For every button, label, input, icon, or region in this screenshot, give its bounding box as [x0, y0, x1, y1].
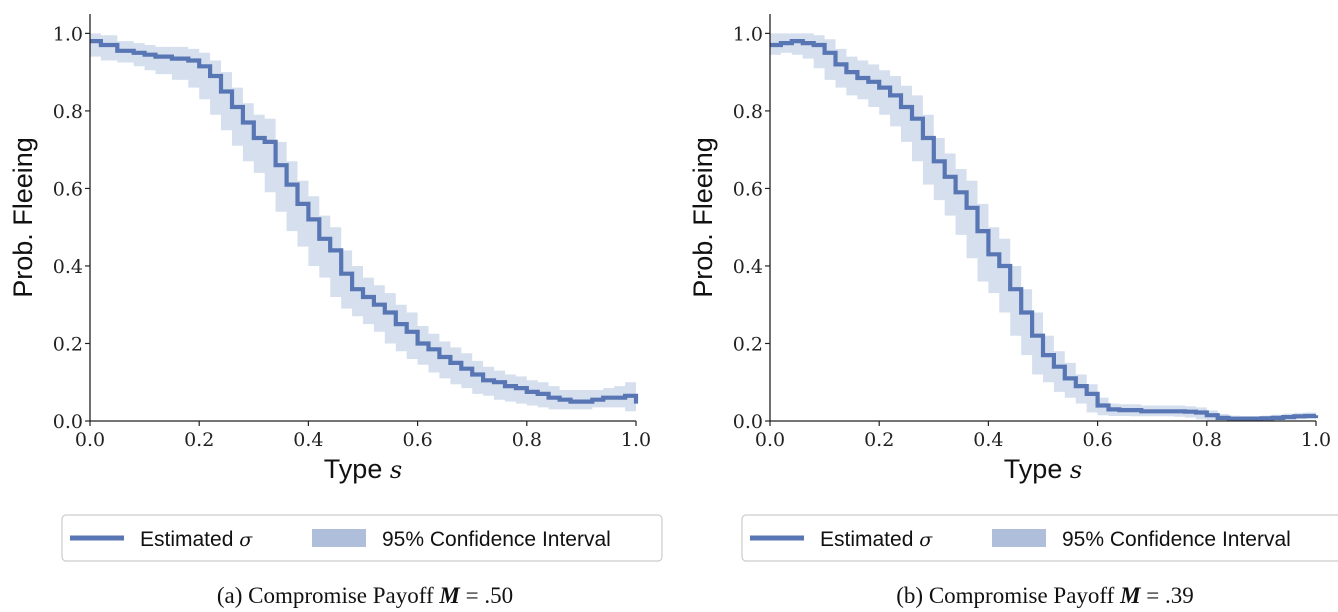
- y-tick-label: 0.0: [53, 411, 83, 433]
- caption-suffix: = .50: [460, 583, 513, 608]
- x-axis-label-symbol: s: [1070, 456, 1082, 484]
- x-tick-label: 0.2: [864, 429, 894, 451]
- legend-line-label-text: Estimated: [820, 528, 913, 551]
- x-tick-label: 1.0: [1301, 429, 1331, 451]
- caption-symbol: M: [438, 583, 461, 608]
- y-tick-label: 0.2: [733, 333, 763, 355]
- legend-band-swatch: [312, 529, 366, 547]
- x-axis-label-text: Type: [1004, 454, 1063, 484]
- y-tick-label: 1.0: [733, 23, 763, 45]
- legend: Estimated σ 95% Confidence Interval: [61, 514, 663, 562]
- x-axis-label-text: Type: [324, 454, 383, 484]
- y-tick-label: 0.6: [53, 178, 83, 200]
- legend-band-label: 95% Confidence Interval: [1062, 528, 1291, 551]
- legend-line-label-text: Estimated: [140, 528, 233, 551]
- x-tick-label: 0.4: [293, 429, 323, 451]
- chart-panel-b: 0.0 0.2 0.4 0.6 0.8 1.0 0.0 0.2 0.4 0.6 0.8 1.0 Typ…: [688, 14, 1338, 608]
- x-axis-label-symbol: s: [390, 456, 402, 484]
- caption-prefix: (b) Compromise Payoff: [896, 583, 1120, 608]
- legend-line-label-symbol: σ: [919, 529, 933, 551]
- confidence-band-layer: [90, 33, 636, 412]
- caption: (a) Compromise Payoff M = .50: [217, 583, 513, 608]
- caption-symbol: M: [1119, 583, 1142, 608]
- legend-band-label: 95% Confidence Interval: [382, 528, 611, 551]
- y-tick-label: 1.0: [53, 23, 83, 45]
- x-tick-label: 0.6: [1082, 429, 1112, 451]
- legend-line-label: Estimated σ: [140, 528, 253, 551]
- legend: Estimated σ 95% Confidence Interval: [741, 514, 1338, 562]
- tick-layer: 0.0 0.2 0.4 0.6 0.8 1.0 0.0 0.2 0.4 0.6 0.8 1.0: [53, 23, 651, 451]
- estimate-line-layer: [770, 39, 1319, 421]
- x-axis-label: Type s: [1004, 454, 1082, 484]
- y-tick-label: 0.2: [53, 333, 83, 355]
- tick-layer: 0.0 0.2 0.4 0.6 0.8 1.0 0.0 0.2 0.4 0.6 0.8 1.0: [733, 23, 1331, 451]
- caption-prefix: (a) Compromise Payoff: [217, 583, 440, 608]
- y-axis-label: Prob. Fleeing: [8, 137, 38, 298]
- x-tick-label: 0.8: [1192, 429, 1222, 451]
- chart-panel-a: 0.0 0.2 0.4 0.6 0.8 1.0 0.0 0.2 0.4 0.6 0.8 1.0 Typ…: [8, 14, 663, 608]
- legend-band-swatch: [992, 529, 1046, 547]
- estimate-line: [90, 39, 639, 404]
- confidence-band-layer: [770, 33, 1316, 422]
- x-tick-label: 0.0: [75, 429, 105, 451]
- estimate-line-layer: [90, 39, 639, 404]
- caption-suffix: = .39: [1141, 583, 1194, 608]
- y-tick-label: 0.8: [733, 101, 763, 123]
- confidence-band: [90, 33, 636, 412]
- caption: (b) Compromise Payoff M = .39: [896, 583, 1194, 608]
- y-tick-label: 0.4: [53, 256, 83, 278]
- legend-line-label: Estimated σ: [820, 528, 933, 551]
- x-tick-label: 0.4: [973, 429, 1003, 451]
- x-tick-label: 0.0: [755, 429, 785, 451]
- x-axis-label: Type s: [324, 454, 402, 484]
- legend-line-label-symbol: σ: [239, 529, 253, 551]
- y-tick-label: 0.0: [733, 411, 763, 433]
- y-axis-label: Prob. Fleeing: [688, 137, 718, 298]
- estimate-line: [770, 39, 1319, 421]
- x-tick-label: 0.6: [402, 429, 432, 451]
- x-tick-label: 0.2: [184, 429, 214, 451]
- confidence-band: [770, 33, 1316, 422]
- y-tick-label: 0.4: [733, 256, 763, 278]
- y-tick-label: 0.6: [733, 178, 763, 200]
- x-tick-label: 0.8: [512, 429, 542, 451]
- x-tick-label: 1.0: [621, 429, 651, 451]
- y-tick-label: 0.8: [53, 101, 83, 123]
